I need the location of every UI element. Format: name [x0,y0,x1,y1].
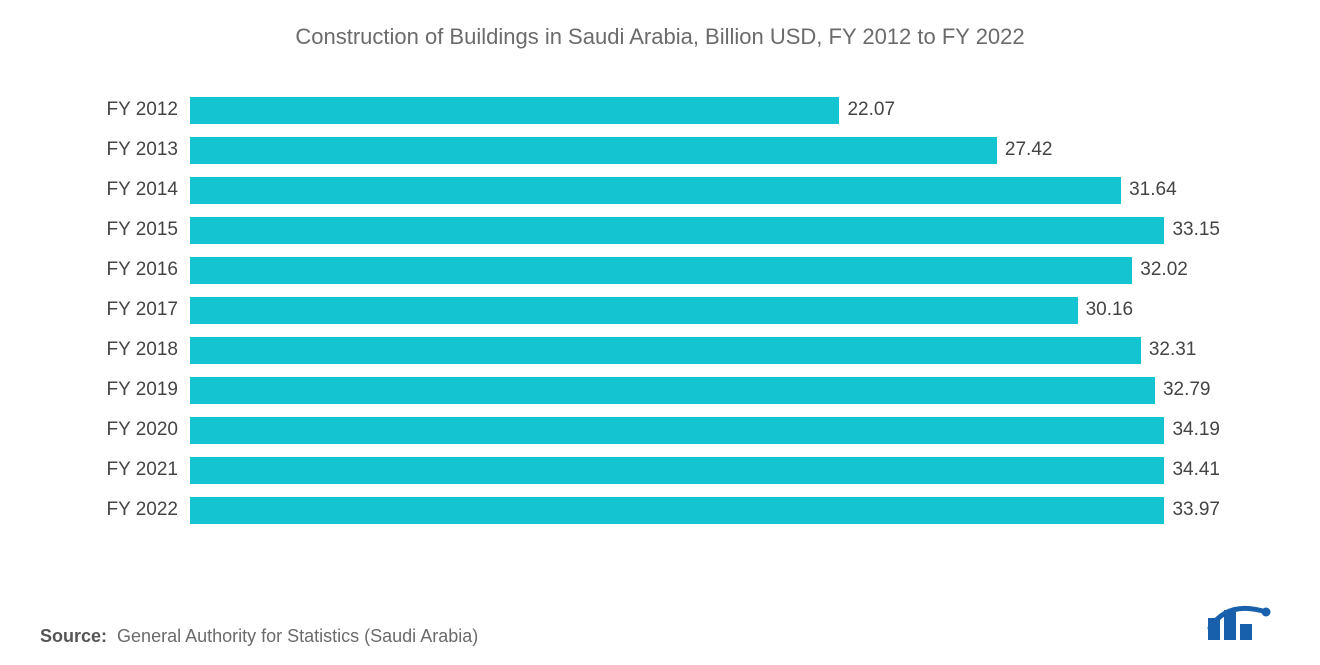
bar [190,97,839,124]
y-axis-label: FY 2019 [100,379,190,401]
bar-track: 30.16 [190,297,1220,324]
y-axis-label: FY 2018 [100,339,190,361]
value-label: 27.42 [1005,139,1053,161]
bar-track: 27.42 [190,137,1220,164]
y-axis-label: FY 2017 [100,299,190,321]
y-axis-label: FY 2022 [100,499,190,521]
source-text: General Authority for Statistics (Saudi … [117,626,478,646]
chart-title: Construction of Buildings in Saudi Arabi… [40,24,1280,50]
bar [190,217,1164,244]
value-label: 22.07 [847,99,895,121]
bar-track: 32.02 [190,257,1220,284]
chart-container: Construction of Buildings in Saudi Arabi… [0,0,1320,665]
y-axis-label: FY 2013 [100,139,190,161]
value-label: 32.31 [1149,339,1197,361]
value-label: 34.19 [1172,419,1220,441]
y-axis-label: FY 2012 [100,99,190,121]
y-axis-label: FY 2020 [100,419,190,441]
bar-row: FY 2019 32.79 [100,370,1220,410]
bar [190,177,1121,204]
source-prefix: Source: [40,626,107,646]
y-axis-label: FY 2015 [100,219,190,241]
bar-row: FY 2015 33.15 [100,210,1220,250]
bar-track: 33.15 [190,217,1220,244]
bar-row: FY 2022 33.97 [100,490,1220,530]
bar [190,337,1141,364]
bar-row: FY 2016 32.02 [100,250,1220,290]
bar-row: FY 2017 30.16 [100,290,1220,330]
value-label: 31.64 [1129,179,1177,201]
bar-row: FY 2013 27.42 [100,130,1220,170]
bar [190,137,997,164]
bar-row: FY 2014 31.64 [100,170,1220,210]
footer: Source: General Authority for Statistics… [40,604,1280,647]
bar [190,377,1155,404]
bar [190,457,1164,484]
value-label: 34.41 [1172,459,1220,481]
bar-track: 31.64 [190,177,1220,204]
value-label: 30.16 [1086,299,1134,321]
bar-row: FY 2018 32.31 [100,330,1220,370]
brand-logo-icon [1206,604,1280,647]
source-line: Source: General Authority for Statistics… [40,626,478,647]
value-label: 33.97 [1172,499,1220,521]
chart-area: FY 201222.07FY 201327.42FY 201431.64FY 2… [40,90,1280,530]
bar-track: 34.41 [190,457,1220,484]
value-label: 32.79 [1163,379,1211,401]
y-axis-label: FY 2016 [100,259,190,281]
bar [190,257,1132,284]
bar-track: 34.19 [190,417,1220,444]
bar [190,417,1164,444]
value-label: 33.15 [1172,219,1220,241]
y-axis-label: FY 2021 [100,459,190,481]
bar-track: 33.97 [190,497,1220,524]
bar [190,497,1164,524]
bar-track: 32.79 [190,377,1220,404]
bar-row: FY 2021 34.41 [100,450,1220,490]
bar [190,297,1078,324]
y-axis-label: FY 2014 [100,179,190,201]
bar-track: 22.07 [190,97,1220,124]
logo-svg [1206,604,1272,642]
bar-track: 32.31 [190,337,1220,364]
value-label: 32.02 [1140,259,1188,281]
bar-row: FY 2020 34.19 [100,410,1220,450]
bar-row: FY 2012 22.07 [100,90,1220,130]
